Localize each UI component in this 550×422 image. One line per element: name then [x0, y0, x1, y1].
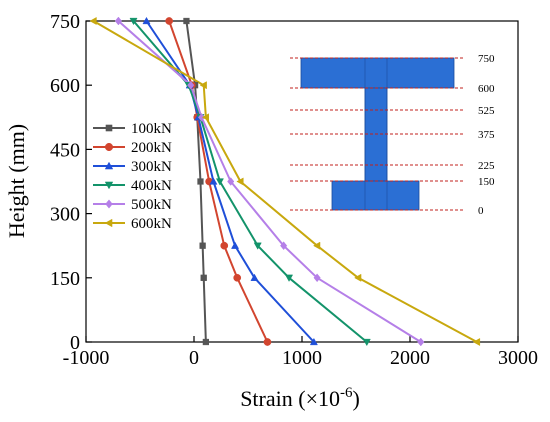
series-markers [89, 16, 481, 347]
data-point-200kN [220, 241, 229, 250]
x-tick-label: 2000 [390, 347, 430, 369]
data-point-500kN [313, 273, 321, 283]
y-tick-label: 450 [50, 139, 80, 161]
legend-marker-300kN [104, 161, 114, 170]
level-label-225: 225 [478, 160, 495, 172]
x-tick-label: 1000 [282, 347, 322, 369]
bottom-flange [331, 180, 420, 211]
legend-label: 200kN [131, 140, 172, 156]
y-tick-label: 600 [50, 75, 80, 97]
legend: 100kN 200kN 300kN 400kN 500kN 600kN [93, 121, 172, 232]
x-tick-label: -1000 [63, 347, 110, 369]
data-point-400kN [362, 338, 371, 347]
data-point-200kN [233, 273, 242, 282]
data-point-300kN [309, 337, 318, 346]
data-point-600kN [199, 81, 207, 90]
data-point-600kN [472, 337, 481, 347]
data-point-600kN [354, 273, 362, 282]
data-point-100kN [200, 274, 207, 281]
x-axis-title: Strain (×10-6) [240, 385, 360, 411]
data-point-100kN [183, 17, 190, 25]
x-axis-title-end: ) [352, 386, 359, 411]
data-point-500kN [187, 80, 195, 90]
gauge-level-lines: 750 600 525 375 225 150 0 [290, 53, 495, 217]
legend-marker-500kN [105, 199, 113, 209]
x-axis-title-superscript: -6 [340, 385, 353, 401]
data-point-500kN [114, 16, 122, 26]
level-label-750: 750 [478, 53, 495, 65]
level-label-150: 150 [478, 176, 495, 188]
data-point-400kN [215, 178, 224, 186]
legend-label: 300kN [131, 159, 172, 175]
y-tick-label: 750 [50, 11, 80, 33]
y-tick-label: 0 [70, 332, 80, 354]
x-tick-label: 0 [189, 347, 199, 369]
data-point-600kN [236, 177, 244, 186]
data-point-400kN [285, 274, 294, 282]
y-axis-title: Height (mm) [4, 124, 29, 238]
data-point-600kN [313, 241, 321, 250]
i-section-diagram: 750 600 525 375 225 150 0 [290, 53, 495, 217]
data-point-300kN [250, 273, 259, 281]
data-point-300kN [231, 241, 240, 249]
level-label-375: 375 [478, 129, 495, 141]
level-label-525: 525 [478, 105, 495, 117]
data-point-400kN [129, 17, 138, 26]
legend-marker-100kN [105, 124, 113, 132]
data-point-200kN [263, 338, 272, 346]
data-point-100kN [199, 242, 206, 249]
legend-marker-400kN [104, 181, 114, 190]
data-point-100kN [202, 338, 210, 346]
data-point-600kN [89, 16, 97, 26]
legend-marker-200kN [104, 142, 114, 152]
legend-label: 600kN [131, 216, 172, 232]
data-point-300kN [209, 177, 218, 185]
data-point-400kN [253, 242, 262, 250]
data-point-500kN [417, 337, 425, 347]
data-point-100kN [197, 178, 204, 185]
legend-label: 400kN [131, 178, 172, 194]
top-flange [300, 57, 455, 89]
y-tick-label: 300 [50, 204, 80, 226]
data-point-500kN [280, 241, 288, 251]
x-tick-label: 3000 [498, 347, 538, 369]
level-label-0: 0 [478, 205, 484, 217]
legend-label: 500kN [131, 197, 172, 213]
data-point-600kN [201, 113, 210, 122]
data-point-500kN [197, 112, 206, 122]
data-point-300kN [142, 16, 151, 25]
legend-marker-600kN [104, 218, 113, 228]
legend-label: 100kN [131, 121, 172, 137]
data-point-500kN [227, 177, 235, 186]
data-point-200kN [165, 17, 174, 25]
level-label-600: 600 [478, 83, 495, 95]
y-tick-label: 150 [50, 268, 80, 290]
